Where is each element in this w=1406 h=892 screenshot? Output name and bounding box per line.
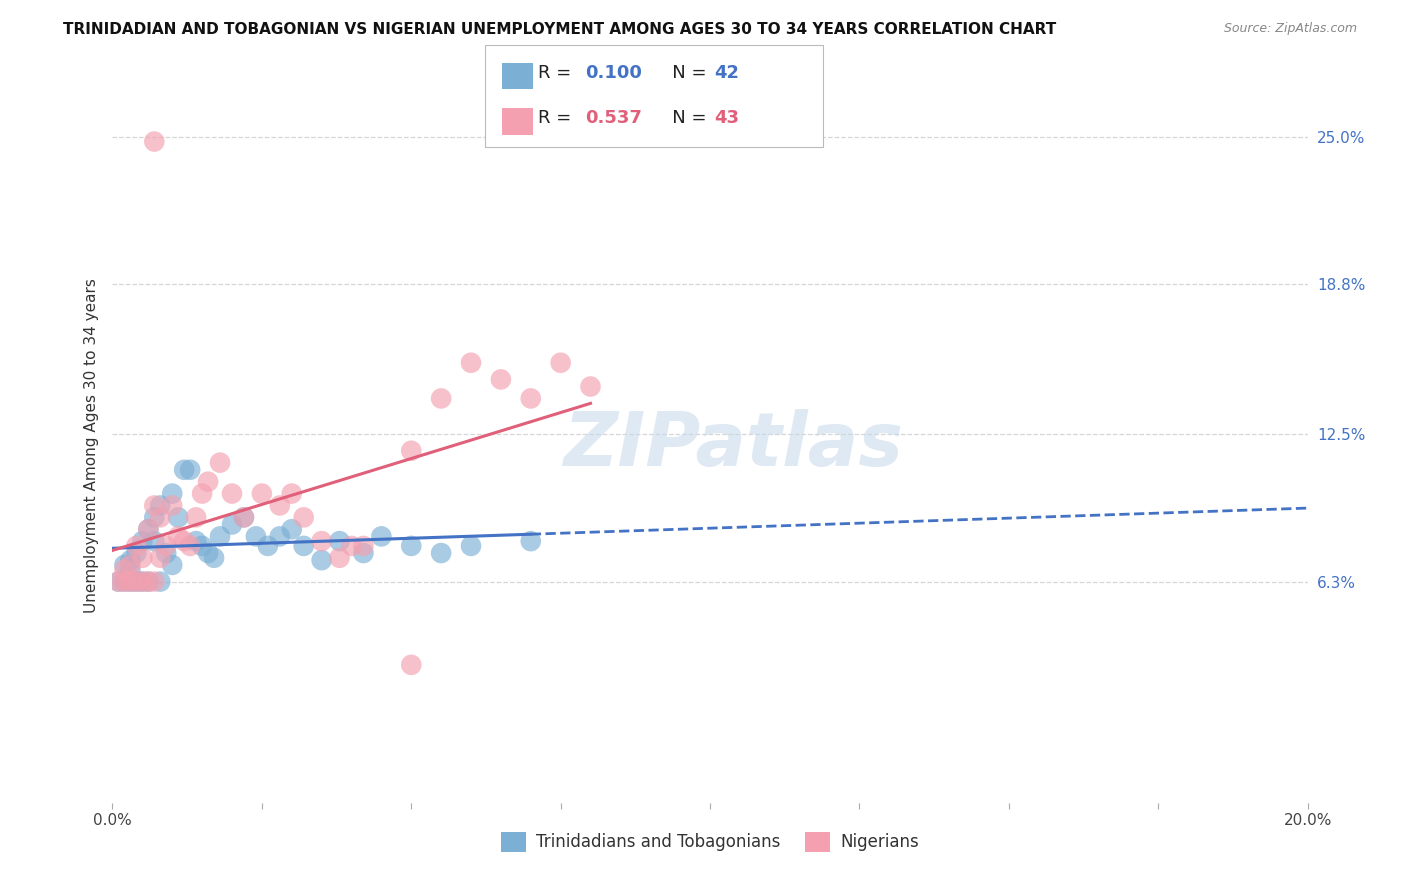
Point (340, 539, 363, 553)
Point (138, 574, 160, 589)
Point (370, 529, 392, 543)
Point (173, 534, 195, 549)
Point (281, 486, 304, 500)
Text: 0.537: 0.537 (585, 110, 641, 128)
Point (489, 372, 512, 386)
Point (143, 135, 166, 149)
Point (131, 574, 153, 589)
Point (250, 486, 273, 500)
Point (120, 574, 142, 589)
Point (209, 456, 232, 470)
Text: N =: N = (655, 110, 713, 128)
Point (329, 550, 352, 565)
Point (550, 356, 572, 370)
Point (107, 574, 129, 589)
Legend: Trinidadians and Tobagonians, Nigerians: Trinidadians and Tobagonians, Nigerians (495, 825, 925, 859)
Point (292, 510, 315, 524)
Point (107, 574, 129, 589)
Point (138, 522, 160, 536)
Text: 42: 42 (714, 64, 740, 82)
Point (311, 553, 333, 567)
Point (191, 486, 214, 500)
Point (311, 534, 333, 549)
Point (329, 534, 352, 549)
Point (353, 546, 375, 560)
Point (131, 534, 153, 549)
Point (155, 546, 177, 560)
Point (233, 510, 256, 524)
Point (401, 539, 423, 553)
Point (179, 539, 201, 553)
Point (209, 529, 232, 543)
Text: Source: ZipAtlas.com: Source: ZipAtlas.com (1223, 22, 1357, 36)
Point (401, 443, 423, 458)
Point (292, 539, 315, 553)
Point (167, 510, 190, 524)
Point (245, 529, 267, 543)
Point (149, 510, 172, 524)
Point (173, 463, 195, 477)
Point (114, 558, 135, 572)
Point (138, 522, 160, 536)
Point (120, 553, 142, 567)
Point (179, 463, 201, 477)
Point (149, 574, 172, 589)
Point (155, 539, 177, 553)
Point (167, 529, 190, 543)
Text: 0.100: 0.100 (585, 64, 641, 82)
Point (138, 574, 160, 589)
Point (353, 539, 375, 553)
Text: ZIPatlas: ZIPatlas (564, 409, 904, 483)
Text: N =: N = (655, 64, 713, 82)
Point (143, 534, 166, 549)
Text: 43: 43 (714, 110, 740, 128)
Point (221, 517, 243, 532)
Point (149, 499, 172, 513)
Point (233, 510, 256, 524)
Point (120, 558, 142, 572)
Point (143, 574, 166, 589)
Point (257, 539, 280, 553)
Point (143, 510, 166, 524)
Point (430, 546, 453, 560)
Point (221, 486, 243, 500)
Point (125, 574, 148, 589)
Point (401, 657, 423, 672)
Point (114, 563, 135, 577)
Point (197, 546, 219, 560)
Point (114, 574, 135, 589)
Point (269, 529, 291, 543)
Point (269, 499, 291, 513)
Point (125, 546, 148, 560)
Point (120, 574, 142, 589)
Point (202, 550, 225, 565)
Point (197, 475, 219, 489)
Point (460, 539, 482, 553)
Point (162, 499, 183, 513)
Y-axis label: Unemployment Among Ages 30 to 34 years: Unemployment Among Ages 30 to 34 years (83, 278, 98, 614)
Point (131, 574, 153, 589)
Point (162, 486, 183, 500)
Text: R =: R = (538, 110, 578, 128)
Point (114, 574, 135, 589)
Point (281, 522, 304, 536)
Point (162, 558, 183, 572)
Point (149, 550, 172, 565)
Text: TRINIDADIAN AND TOBAGONIAN VS NIGERIAN UNEMPLOYMENT AMONG AGES 30 TO 34 YEARS CO: TRINIDADIAN AND TOBAGONIAN VS NIGERIAN U… (63, 22, 1056, 37)
Text: R =: R = (538, 64, 578, 82)
Point (125, 539, 148, 553)
Point (186, 534, 208, 549)
Point (191, 539, 214, 553)
Point (520, 392, 543, 406)
Point (120, 563, 142, 577)
Point (520, 534, 543, 549)
Point (131, 550, 153, 565)
Point (186, 510, 208, 524)
Point (125, 574, 148, 589)
Point (143, 499, 166, 513)
Point (460, 356, 482, 370)
Point (430, 392, 453, 406)
Point (579, 379, 602, 393)
